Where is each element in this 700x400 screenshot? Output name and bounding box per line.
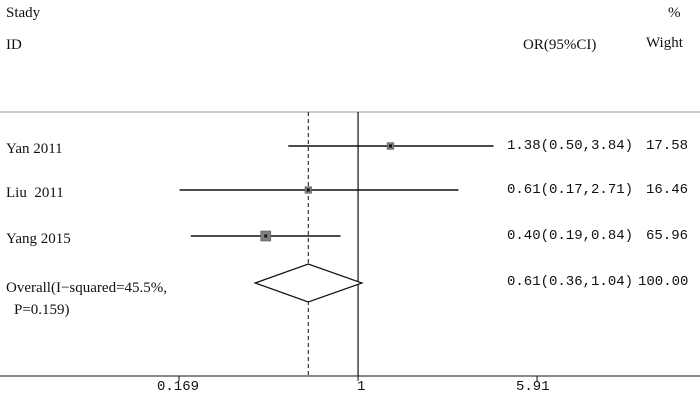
percent-header: % [668, 5, 681, 21]
overall-label-line1: Overall(I−squared=45.5%, [6, 280, 168, 296]
study-column-header: Stady [6, 5, 41, 21]
weight-column-header: Wight [646, 35, 683, 51]
weight-text-liu-2011: 16.46 [646, 182, 689, 198]
x-tick-label-0169: 0.169 [157, 379, 200, 395]
id-column-header: ID [6, 37, 22, 53]
ci-text-overall: 0.61(0.36,1.04) [507, 274, 634, 290]
study-id-yang-2015: Yang 2015 [6, 231, 71, 247]
x-tick-label-591: 5.91 [516, 379, 550, 395]
point-estimate-1 [306, 188, 310, 192]
weight-text-yan-2011: 17.58 [646, 138, 689, 154]
ci-text-yang-2015: 0.40(0.19,0.84) [507, 228, 634, 244]
or-column-header: OR(95%CI) [523, 37, 597, 53]
study-id-liu-2011: Liu 2011 [6, 185, 64, 201]
point-estimate-0 [389, 144, 393, 148]
overall-diamond [253, 263, 364, 303]
weight-text-overall: 100.00 [638, 274, 689, 290]
overall-label-line2: P=0.159) [14, 302, 70, 318]
weight-text-yang-2015: 65.96 [646, 228, 689, 244]
ci-text-liu-2011: 0.61(0.17,2.71) [507, 182, 634, 198]
study-id-yan-2011: Yan 2011 [6, 141, 63, 157]
x-tick-label-1: 1 [357, 379, 366, 395]
point-estimate-2 [264, 234, 268, 238]
ci-text-yan-2011: 1.38(0.50,3.84) [507, 138, 634, 154]
